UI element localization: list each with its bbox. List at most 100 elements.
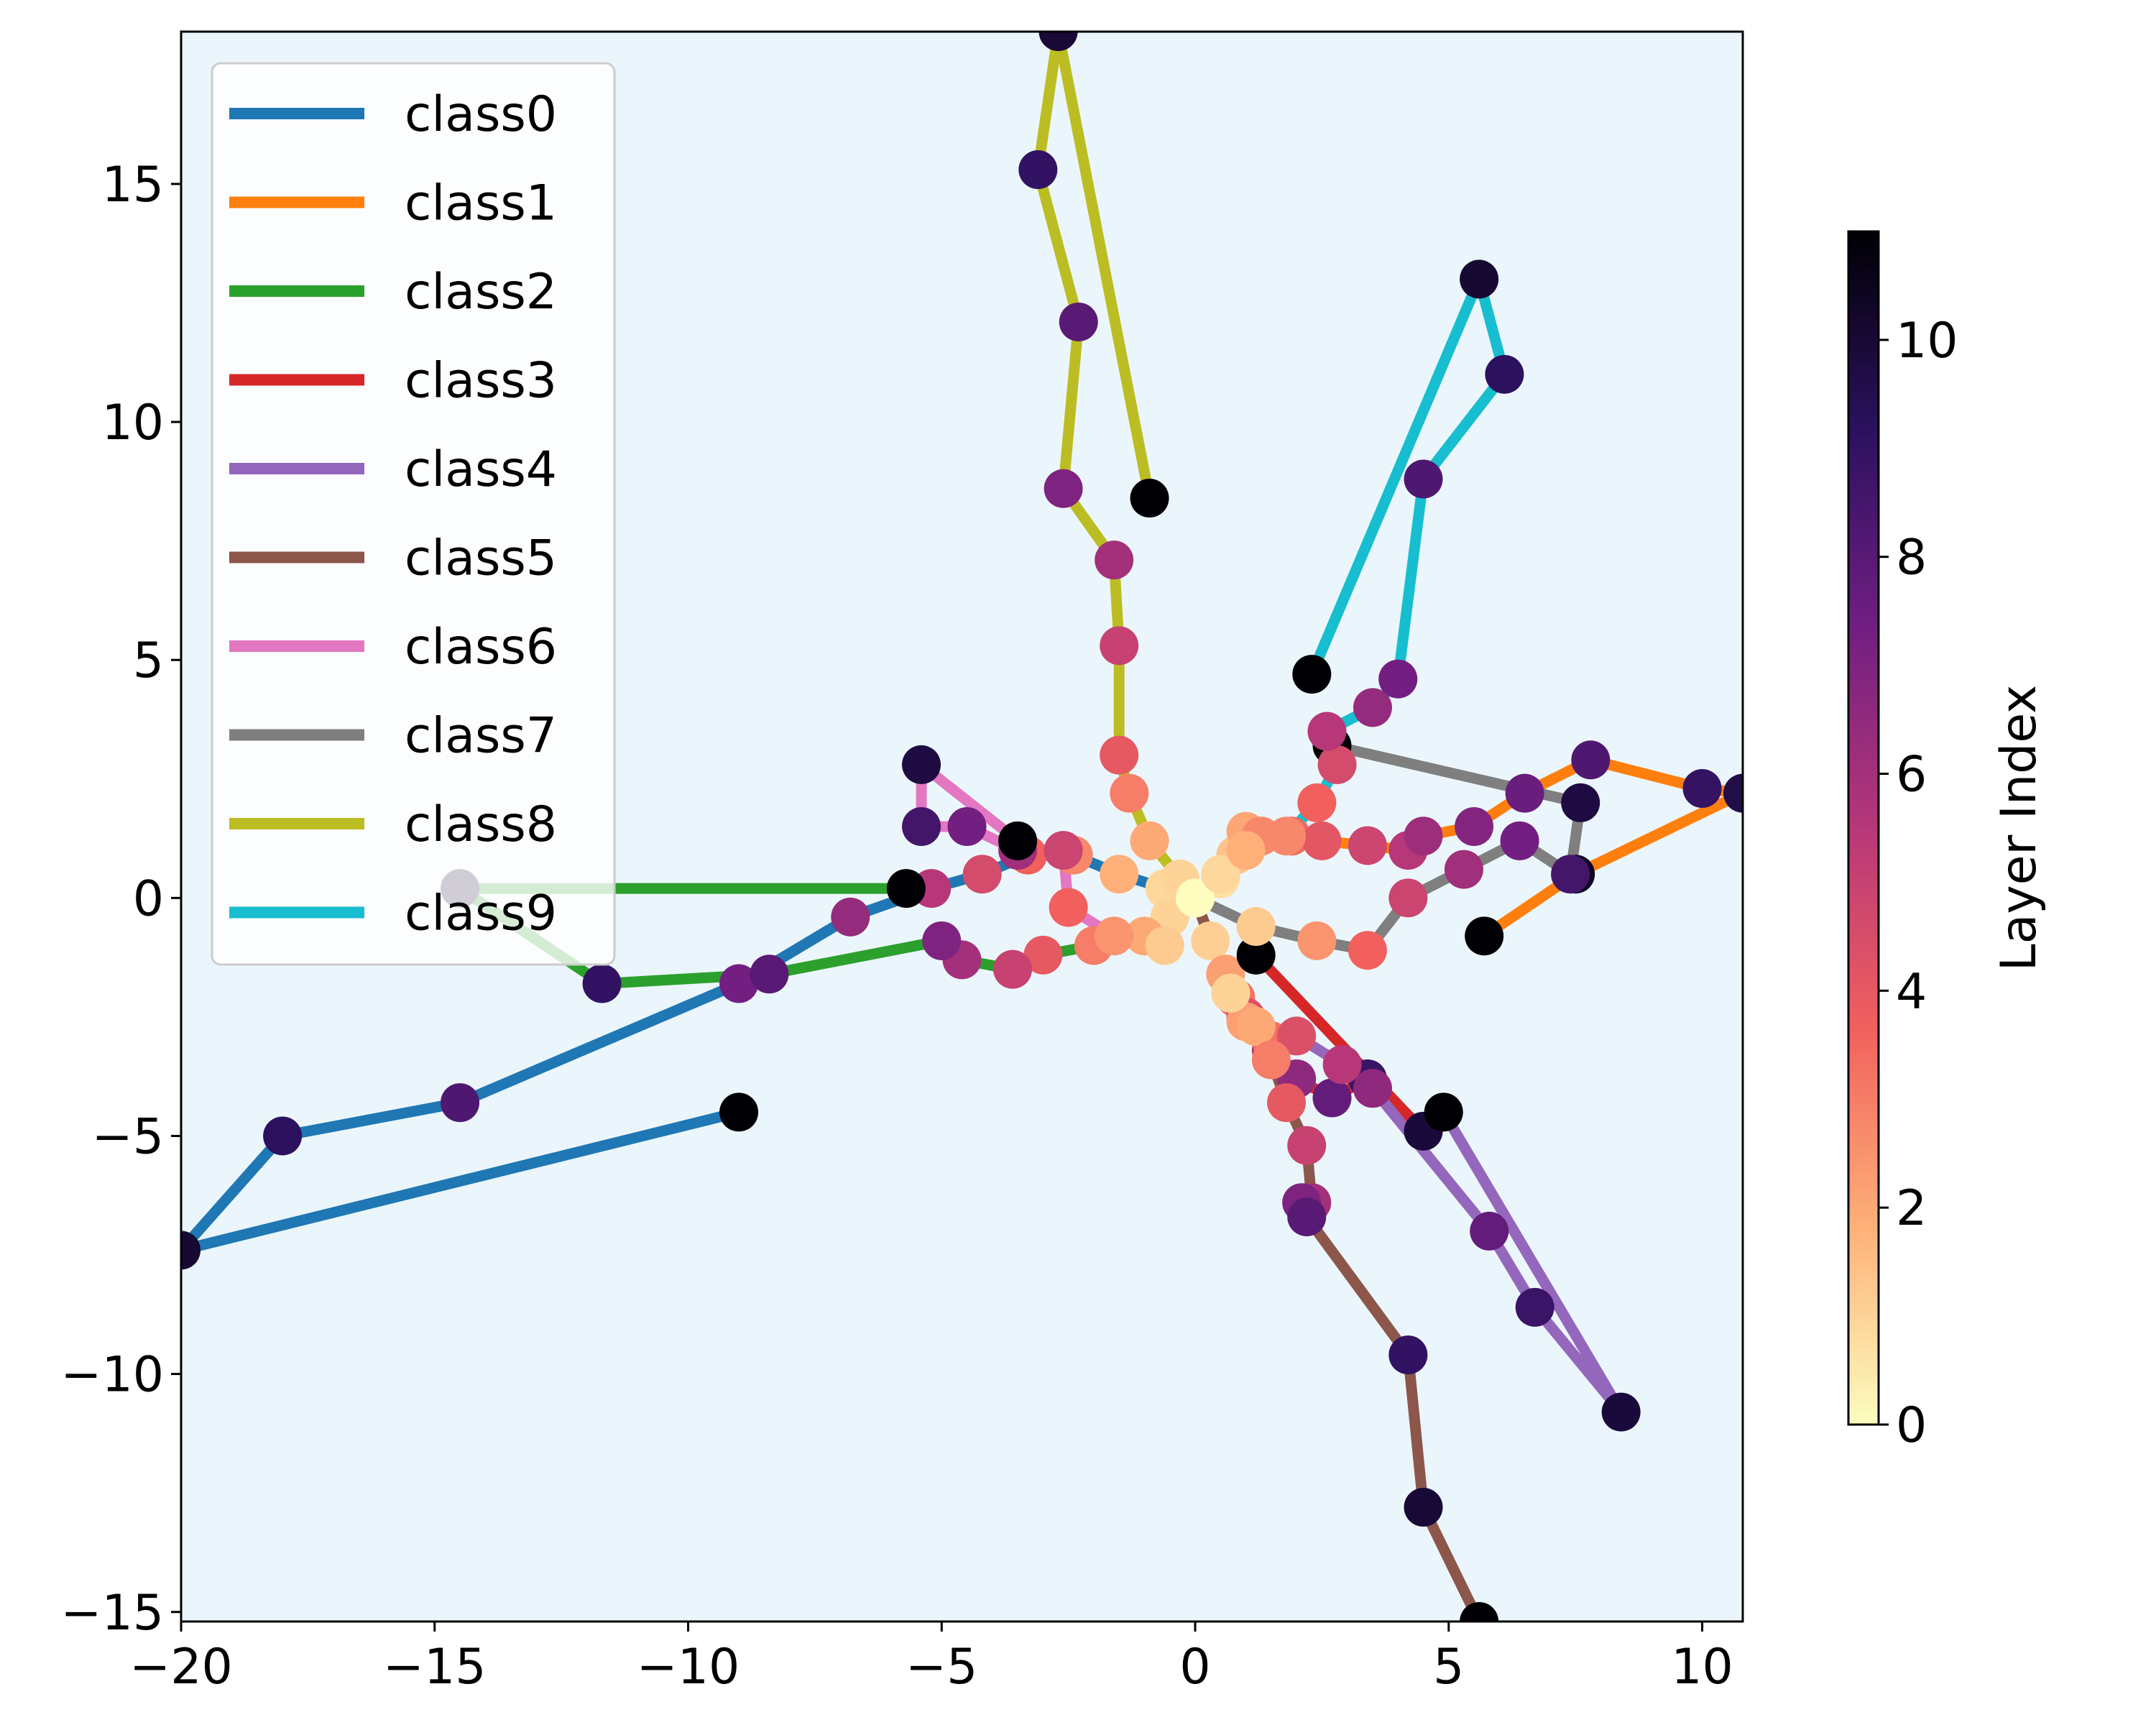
class3-point [1236,935,1276,975]
class4-point [1470,1211,1509,1251]
class5-point [1267,1083,1307,1123]
class3-point [1312,1078,1352,1118]
class5-point [1211,973,1250,1013]
class9-point [1201,855,1240,894]
class7-point [1236,907,1276,947]
class0-point [962,855,1002,894]
x-tick-label: 10 [1671,1639,1733,1696]
class2-point [750,954,789,994]
class6-point [1049,888,1088,927]
class1-point [1348,826,1387,865]
class9-point [1353,688,1392,727]
class9-point [1226,831,1266,870]
class1-point [1682,769,1722,809]
legend-label-class8: class8 [405,796,557,853]
class7-point [1500,821,1539,860]
class1-point [1571,740,1611,780]
class9-point [1317,745,1357,784]
class8-point [1059,302,1098,341]
class5-point [1460,1602,1499,1622]
class5-point [1388,1335,1428,1375]
class8-point [1044,469,1083,508]
class8-point [1100,735,1139,775]
colorbar-tick-label: 6 [1896,747,1927,804]
colorbar-gradient [1847,230,1880,1426]
class8-point [1038,32,1078,51]
series-points [181,32,1743,1622]
x-tick-label: 5 [1433,1639,1464,1696]
class7-point [1551,855,1590,894]
class2-point [1023,935,1063,975]
class6-point [1095,916,1134,956]
class6-point [1145,926,1184,965]
class9-point [1292,655,1332,694]
legend-label-class3: class3 [405,353,557,410]
class7-point [1561,783,1600,822]
y-tick-label: −10 [60,1347,164,1404]
class3-point [1191,921,1230,960]
class9-point [1460,259,1499,299]
legend-label-class4: class4 [405,441,557,498]
class8-point [1130,479,1169,518]
colorbar-ticks: 0 2 4 6 8 10 [1879,313,1958,1454]
plot-frame [180,30,1744,1623]
class4-point [1515,1287,1554,1327]
class8-point [1130,821,1169,860]
class9-point [1404,459,1443,499]
colorbar-label: Layer Index [1991,685,2047,971]
colorbar-tick-label: 8 [1896,530,1927,586]
colorbar: 0 2 4 6 8 10 Layer Index [1847,230,2047,1454]
class9-point [1378,659,1418,699]
x-tick-label: −20 [129,1639,233,1696]
class0-point [719,964,759,1003]
y-tick-label: 10 [101,395,164,451]
class6-point [902,745,941,784]
legend-label-class2: class2 [405,264,557,321]
y-axis: −15 −10 −5 0 5 10 15 [60,157,181,1642]
y-tick-label: −15 [60,1585,164,1642]
class7-point [1388,878,1428,918]
class8-point [1100,626,1139,666]
legend-label-class9: class9 [405,886,557,942]
class1-point [1302,821,1342,860]
class5-point [1251,1040,1291,1080]
x-tick-label: −10 [637,1639,740,1696]
legend-label-class7: class7 [405,708,557,765]
colorbar-tick-label: 0 [1896,1397,1927,1454]
class4-point [1353,1069,1392,1108]
class9-point [1297,783,1337,822]
class0-point [719,1092,759,1132]
class9-point [1176,878,1215,918]
class4-point [1424,1092,1463,1132]
legend-label-class5: class5 [405,530,557,587]
legend-label-class0: class0 [405,86,557,143]
y-tick-label: 0 [133,870,164,927]
x-tick-label: −5 [906,1639,977,1696]
y-tick-label: 15 [101,157,164,213]
class1-point [1455,807,1494,846]
class9-point [1307,712,1347,751]
y-tick-label: 5 [133,632,164,689]
class9-point [1267,816,1307,856]
class7-point [1348,931,1387,970]
class0-point [181,1230,201,1270]
class5-point [1236,1007,1276,1046]
y-tick-label: −5 [92,1108,164,1165]
class6-point [947,807,987,846]
x-axis: −20 −15 −10 −5 0 5 10 [129,1622,1733,1696]
class0-point [441,1083,480,1123]
class6-point [1044,831,1083,870]
legend-label-class1: class1 [405,175,557,232]
class0-point [831,897,870,937]
class7-line [1192,740,1587,957]
class8-point [1095,540,1134,580]
colorbar-tick-label: 4 [1896,963,1927,1020]
class2-point [993,949,1033,989]
class2-point [922,921,962,960]
class6-point [902,807,941,846]
class0-point [263,1116,303,1156]
class1-point [1404,816,1443,856]
class7-point [1297,921,1337,960]
class6-point [998,821,1038,860]
